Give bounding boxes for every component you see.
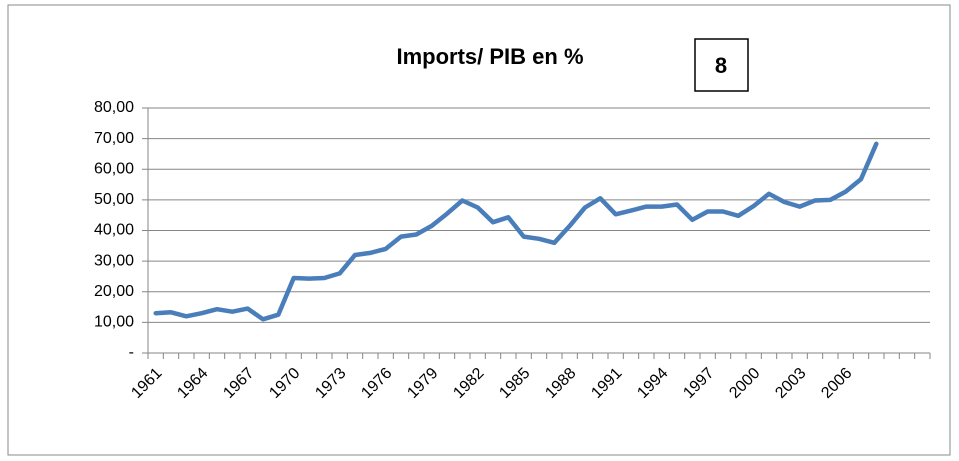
y-tick-label: 70,00 (94, 130, 134, 147)
y-tick-label: 30,00 (94, 252, 134, 269)
y-tick-label: 60,00 (94, 160, 134, 177)
y-tick-label: 10,00 (94, 314, 134, 331)
annotation-box (694, 38, 749, 92)
annotation: 8 (715, 53, 727, 78)
y-tick-label: 80,00 (94, 99, 134, 116)
y-tick-label: 50,00 (94, 191, 134, 208)
chart-title: Imports/ PIB en % (396, 44, 583, 69)
data-line (153, 141, 879, 322)
y-tick-label: 20,00 (94, 283, 134, 300)
y-tick-label: 40,00 (94, 222, 134, 239)
y-tick-label: - (129, 344, 134, 361)
